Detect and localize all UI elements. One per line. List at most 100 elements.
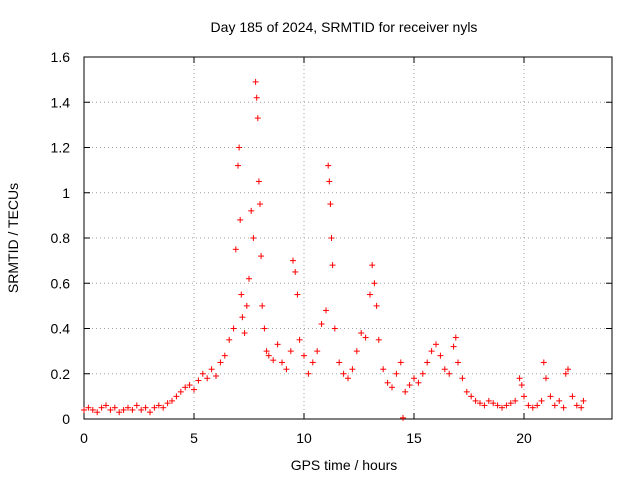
data-point — [237, 216, 244, 223]
data-point — [499, 404, 505, 411]
data-point — [125, 404, 131, 411]
data-point — [415, 379, 422, 386]
data-point — [393, 370, 400, 377]
x-tick-label: 5 — [190, 430, 198, 446]
data-point — [133, 402, 140, 409]
data-point — [565, 366, 571, 373]
data-point — [296, 336, 303, 343]
data-point — [358, 330, 365, 337]
gridlines — [84, 57, 612, 419]
data-point — [424, 359, 431, 366]
y-tick-label: 1.4 — [51, 94, 71, 110]
data-point — [373, 302, 380, 309]
data-point — [507, 400, 514, 407]
data-point — [265, 352, 272, 359]
data-point — [529, 404, 536, 411]
data-point — [186, 382, 193, 389]
data-point — [236, 144, 243, 151]
data-point — [261, 325, 268, 332]
data-point — [490, 400, 497, 407]
data-point — [103, 402, 109, 409]
data-point — [452, 334, 459, 341]
data-point — [428, 348, 435, 355]
data-point — [580, 397, 587, 404]
data-point — [326, 178, 333, 185]
data-point — [191, 386, 197, 393]
x-tick-label: 20 — [516, 430, 532, 446]
y-axis-label: SRMTID / TECUs — [5, 183, 21, 293]
y-tick-label: 1 — [62, 185, 70, 201]
data-point — [494, 402, 501, 409]
data-point — [301, 352, 307, 359]
data-point — [235, 162, 241, 169]
data-point — [329, 262, 336, 269]
data-point — [389, 384, 395, 391]
data-point — [292, 268, 299, 275]
data-point — [437, 352, 444, 359]
data-point — [129, 406, 136, 413]
data-point — [94, 409, 101, 416]
data-point — [221, 352, 228, 359]
data-point — [238, 291, 245, 298]
data-point — [540, 359, 547, 366]
data-point — [331, 325, 338, 332]
data-point — [230, 325, 237, 332]
y-tick-label: 0.4 — [51, 321, 71, 337]
y-tick-label: 1.2 — [51, 140, 71, 156]
y-tick-label: 1.6 — [51, 49, 71, 65]
data-point — [283, 366, 290, 373]
data-point — [340, 370, 347, 377]
data-point — [419, 370, 426, 377]
data-point — [353, 348, 360, 355]
data-point — [560, 404, 567, 411]
data-point — [142, 404, 149, 411]
data-point — [173, 393, 180, 400]
data-point — [400, 414, 406, 421]
data-point — [239, 314, 246, 321]
data-point — [252, 78, 259, 85]
data-point — [147, 409, 153, 416]
data-point — [578, 404, 585, 411]
data-point — [232, 246, 239, 253]
data-point — [380, 366, 387, 373]
data-point — [85, 404, 92, 411]
y-tick-label: 0.2 — [51, 366, 71, 382]
data-point — [217, 359, 224, 366]
data-point — [468, 393, 475, 400]
data-point — [477, 400, 483, 407]
data-point — [248, 207, 255, 214]
data-point — [294, 291, 301, 298]
data-point — [551, 402, 558, 409]
data-point — [384, 379, 391, 386]
data-point — [213, 373, 219, 380]
data-point — [287, 348, 294, 355]
data-point — [569, 393, 576, 400]
data-point — [250, 235, 257, 241]
data-point — [516, 375, 523, 382]
data-point — [472, 397, 479, 404]
y-tick-label: 0.8 — [51, 230, 71, 246]
data-point — [279, 359, 285, 366]
data-point — [111, 404, 118, 411]
data-point — [455, 359, 461, 366]
data-point — [556, 397, 563, 404]
data-point — [208, 366, 215, 373]
x-tick-label: 0 — [80, 430, 88, 446]
data-point — [309, 359, 316, 366]
data-point — [327, 201, 334, 208]
chart-title: Day 185 of 2024, SRMTID for receiver nyl… — [211, 19, 478, 35]
data-point — [177, 388, 184, 395]
data-point — [525, 402, 532, 409]
data-point — [446, 370, 453, 377]
data-point — [182, 384, 189, 391]
data-points — [81, 78, 587, 421]
data-point — [369, 262, 376, 269]
data-point — [318, 320, 325, 327]
data-point — [204, 375, 211, 382]
data-point — [521, 393, 527, 400]
data-point — [397, 359, 404, 366]
data-point — [547, 393, 554, 400]
data-point — [81, 406, 87, 413]
